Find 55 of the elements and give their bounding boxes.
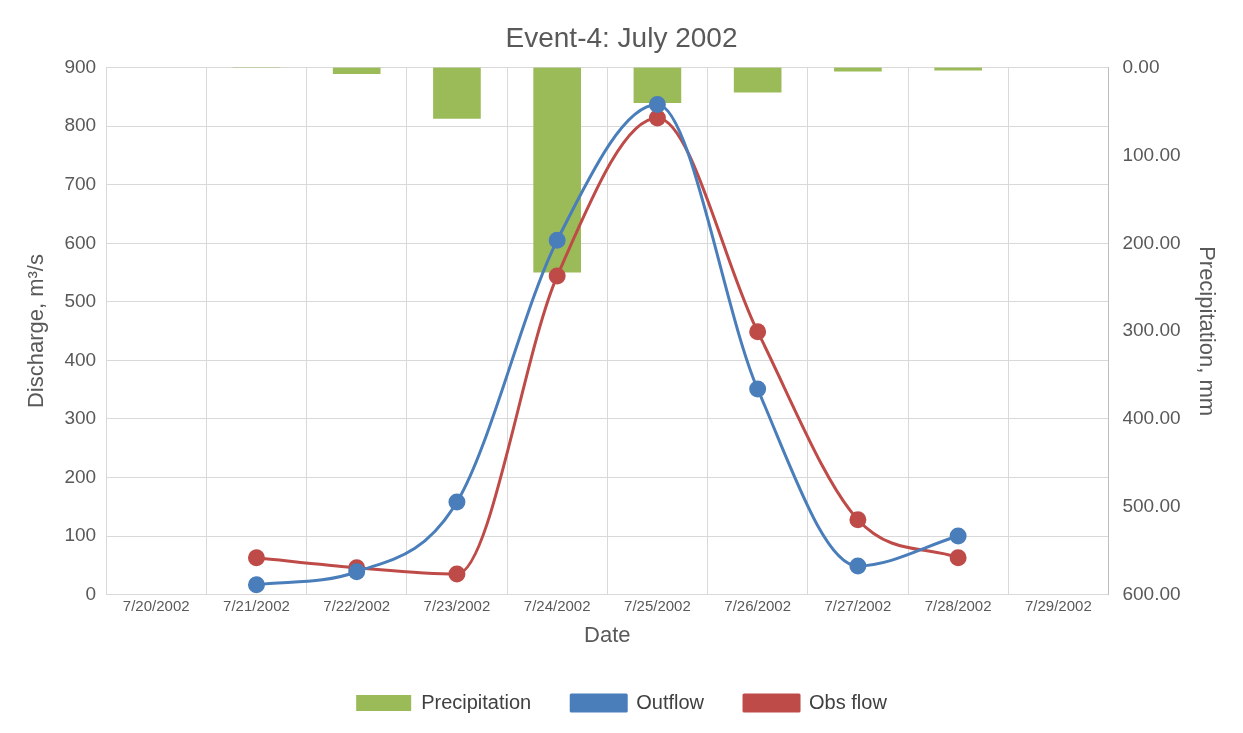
x-tick-label: 7/29/2002 xyxy=(1025,596,1092,614)
point xyxy=(648,95,666,113)
x-tick-label: 7/24/2002 xyxy=(523,596,591,614)
x-axis-title: Date xyxy=(584,621,631,647)
y2-tick-label: 500.00 xyxy=(1122,495,1181,516)
point xyxy=(548,267,566,285)
bar xyxy=(934,67,982,71)
point xyxy=(648,109,666,127)
bar xyxy=(433,67,481,119)
point xyxy=(749,323,767,341)
point xyxy=(849,557,867,575)
y2-axis-title: Precipitation, mm xyxy=(1194,246,1220,417)
point xyxy=(247,576,265,594)
legend-label: Precipitation xyxy=(421,690,532,713)
y2-tick-label: 0.00 xyxy=(1122,55,1160,77)
y-tick-label: 400 xyxy=(64,348,97,370)
x-tick-label: 7/25/2002 xyxy=(624,596,691,614)
y-tick-label: 300 xyxy=(64,407,97,429)
x-tick-label: 7/22/2002 xyxy=(323,596,391,614)
point xyxy=(849,511,867,529)
y2-tick-label: 600.00 xyxy=(1122,582,1181,604)
chart-title: Event-4: July 2002 xyxy=(505,21,738,53)
x-tick-label: 7/27/2002 xyxy=(824,596,892,614)
y2-tick-label: 300.00 xyxy=(1122,319,1181,341)
bar xyxy=(633,67,682,104)
point xyxy=(247,549,265,567)
bar xyxy=(332,67,381,75)
x-tick-label: 7/23/2002 xyxy=(423,596,491,614)
x-tick-label: 7/20/2002 xyxy=(122,596,190,614)
y-tick-label: 800 xyxy=(64,114,97,136)
y-axis-title: Discharge, m³/s xyxy=(23,254,49,409)
x-tick-label: 7/28/2002 xyxy=(924,596,992,614)
point xyxy=(949,527,967,545)
legend-label: Outflow xyxy=(636,690,705,713)
x-tick-label: 7/26/2002 xyxy=(724,596,792,614)
y-tick-label: 200 xyxy=(64,465,97,487)
point xyxy=(448,565,466,583)
bar xyxy=(733,67,782,93)
y-tick-label: 100 xyxy=(64,524,97,546)
y2-tick-label: 100.00 xyxy=(1122,143,1181,165)
y-tick-label: 700 xyxy=(64,172,97,194)
x-tick-label: 7/21/2002 xyxy=(223,596,290,614)
y2-tick-label: 200.00 xyxy=(1122,231,1181,253)
y-tick-label: 600 xyxy=(64,231,97,253)
point xyxy=(548,231,566,249)
legend-label: Obs flow xyxy=(809,690,888,713)
y-tick-label: 500 xyxy=(64,290,97,312)
point xyxy=(348,563,366,581)
y-tick-label: 0 xyxy=(85,582,97,604)
y2-tick-label: 400.00 xyxy=(1122,407,1181,429)
bar xyxy=(533,67,581,273)
point xyxy=(448,493,466,511)
y-tick-label: 900 xyxy=(64,55,97,77)
point xyxy=(749,380,767,398)
point xyxy=(949,549,967,567)
